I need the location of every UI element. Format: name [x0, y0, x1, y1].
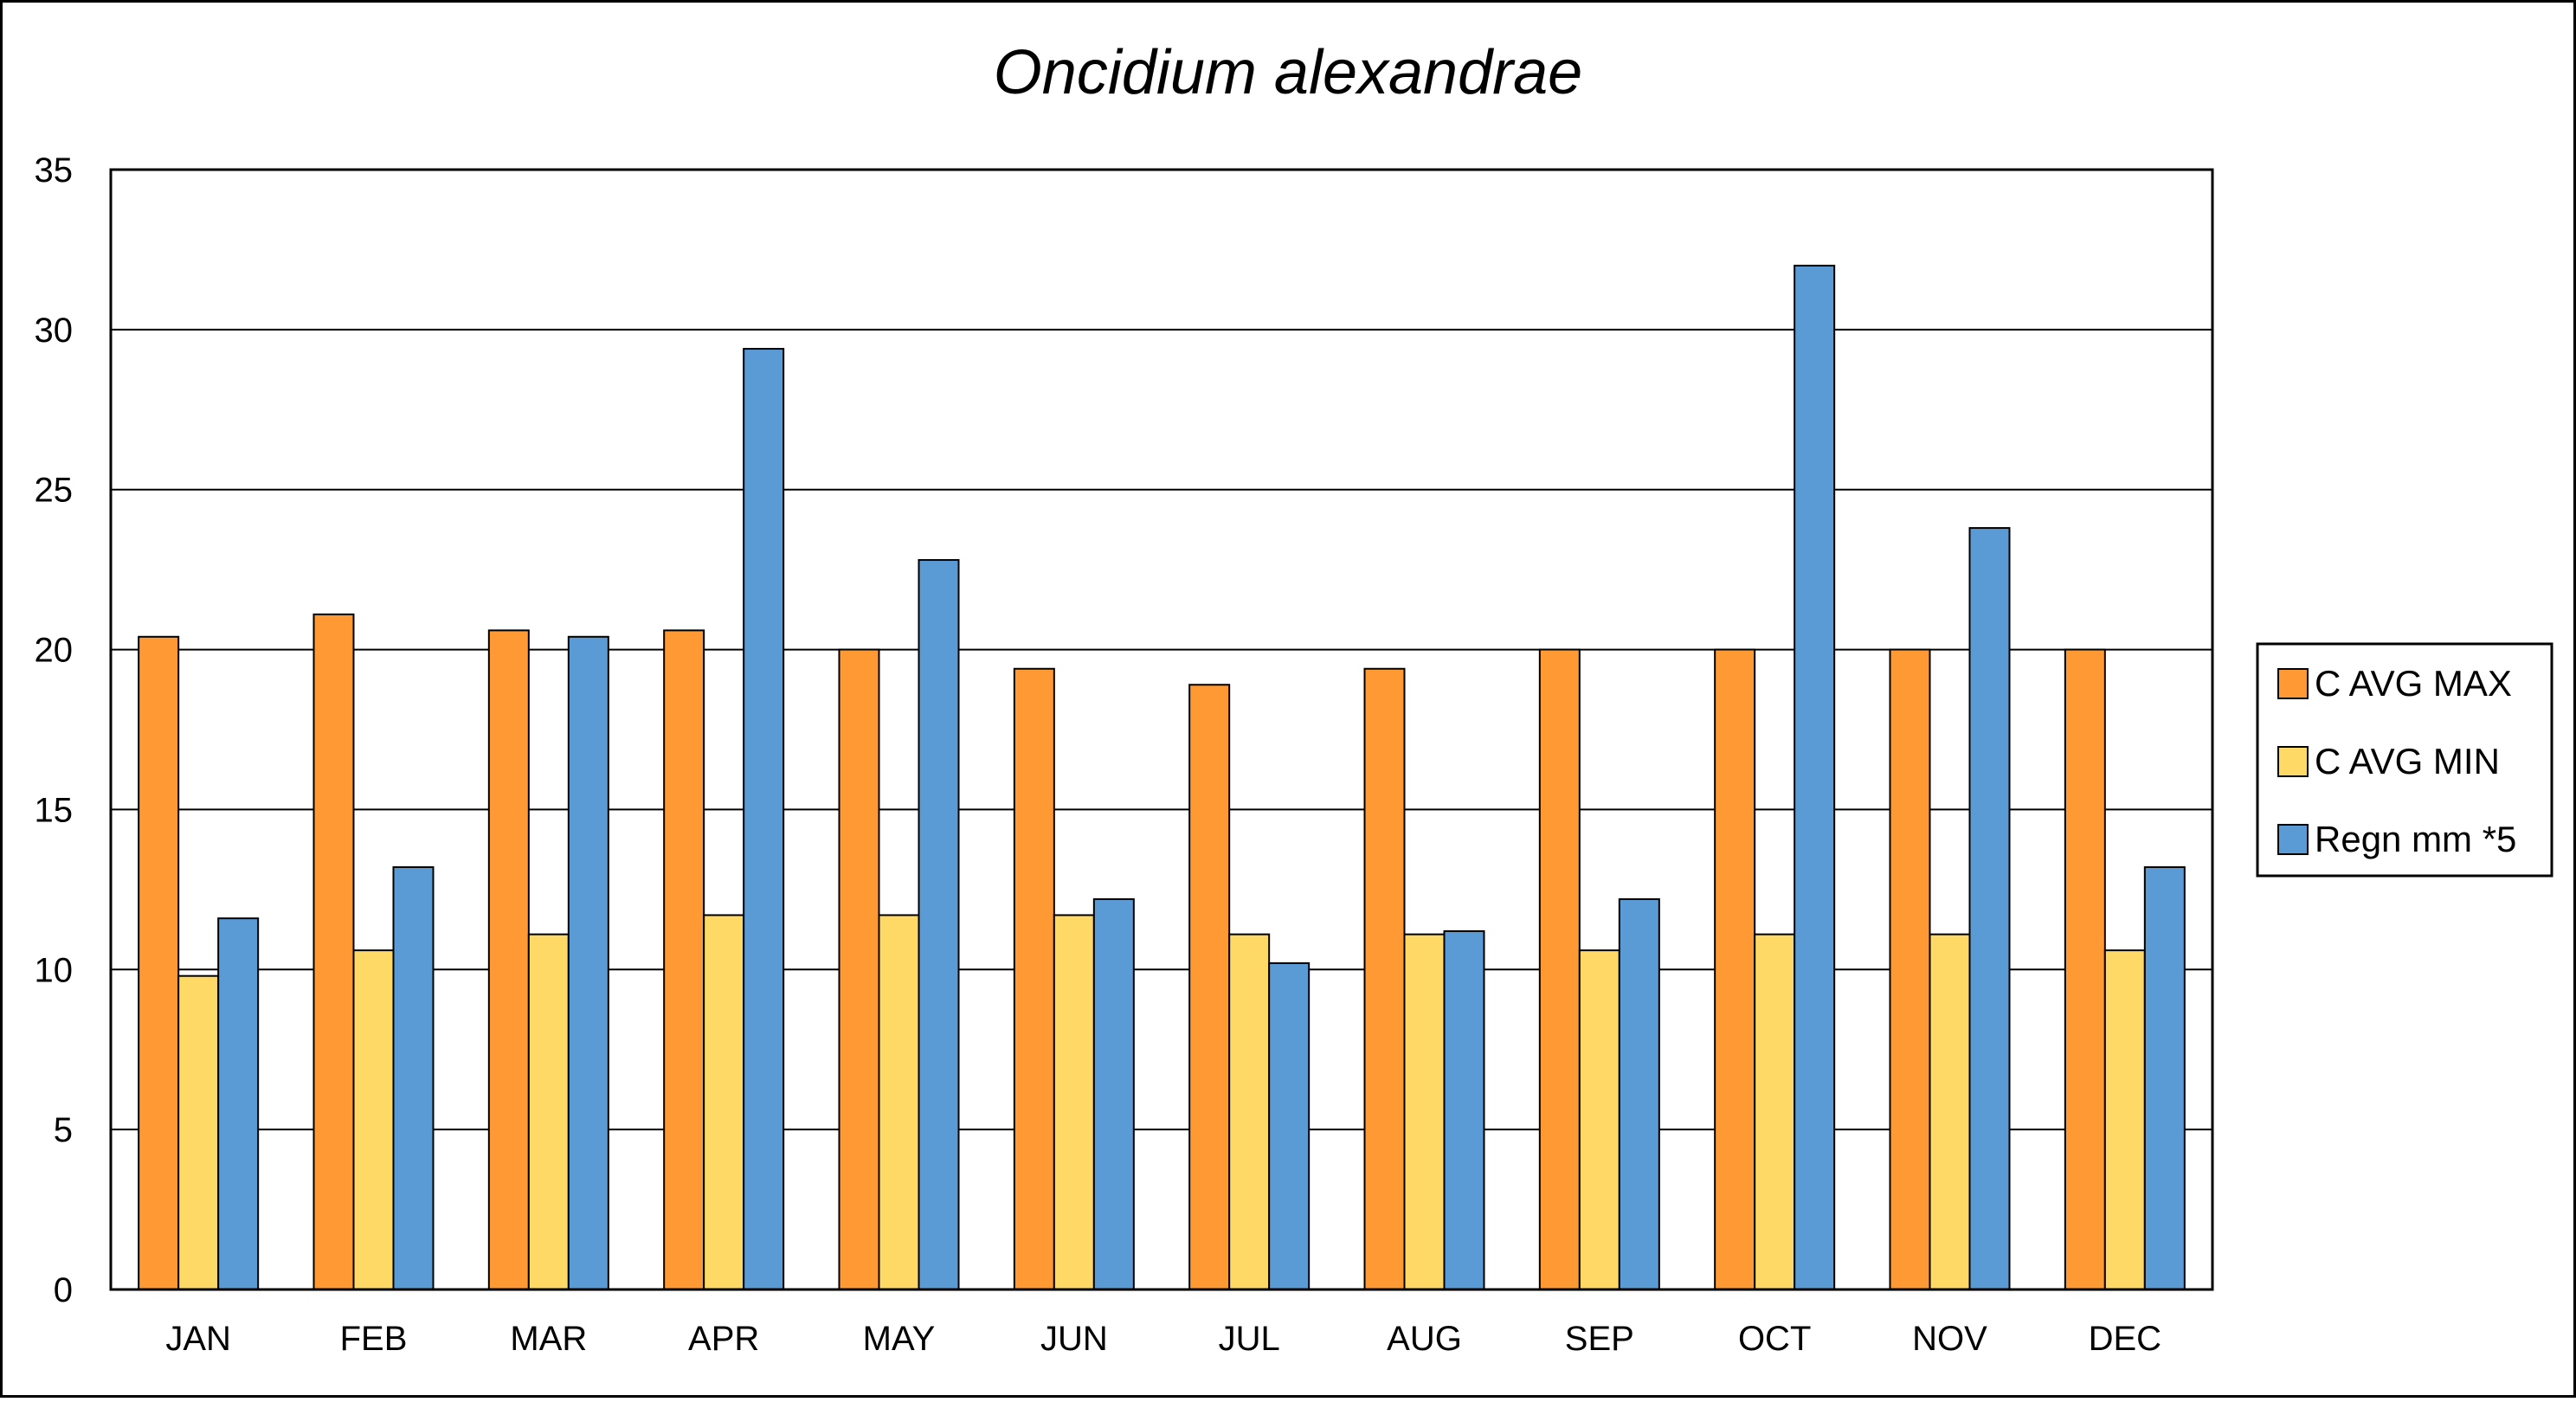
x-tick-label: MAY	[863, 1320, 936, 1358]
y-tick-label: 30	[35, 312, 74, 350]
legend: C AVG MAX C AVG MIN Regn mm *5	[2256, 642, 2553, 878]
legend-swatch	[2277, 746, 2309, 777]
x-tick-label: JUL	[1219, 1320, 1280, 1358]
legend-label: C AVG MAX	[2315, 663, 2512, 704]
bar-c-avg-min-oct	[1754, 933, 1796, 1291]
x-tick-label: NOV	[1912, 1320, 1987, 1358]
bar-regn-mm-5-jan	[217, 917, 260, 1291]
bar-c-avg-min-may	[878, 914, 920, 1291]
legend-label: Regn mm *5	[2315, 819, 2516, 859]
y-tick-label: 15	[35, 791, 74, 829]
gridlines	[111, 328, 2212, 1131]
bar-c-avg-max-may	[838, 648, 880, 1290]
bar-regn-mm-5-dec	[2143, 865, 2186, 1291]
x-tick-label: FEB	[340, 1320, 408, 1358]
bar-c-avg-max-feb	[312, 613, 355, 1290]
y-tick-label: 5	[54, 1111, 73, 1149]
x-axis-tick-labels: JAN FEB MAR APR MAY JUN JUL AUG SEP OCT NOV DEC	[165, 1320, 2161, 1358]
bar-regn-mm-5-jun	[1092, 897, 1135, 1291]
bar-c-avg-min-aug	[1403, 933, 1446, 1291]
bar-c-avg-max-jun	[1013, 667, 1055, 1290]
bar-c-avg-max-oct	[1714, 648, 1756, 1290]
x-tick-label: OCT	[1738, 1320, 1811, 1358]
plot-area-border	[109, 168, 2214, 1291]
y-tick-label: 20	[35, 632, 74, 670]
bar-regn-mm-5-jul	[1268, 961, 1311, 1291]
legend-label: C AVG MIN	[2315, 741, 2500, 781]
y-tick-label: 35	[35, 151, 74, 190]
y-tick-label: 0	[54, 1271, 73, 1309]
bar-c-avg-min-dec	[2103, 949, 2146, 1291]
x-tick-label: JUN	[1040, 1320, 1108, 1358]
legend-swatch	[2277, 824, 2309, 855]
bar-c-avg-min-jan	[177, 974, 220, 1291]
x-tick-label: JAN	[165, 1320, 231, 1358]
bar-c-avg-min-mar	[527, 933, 570, 1291]
bar-c-avg-min-feb	[352, 949, 395, 1291]
bar-c-avg-max-apr	[663, 629, 705, 1290]
x-tick-label: APR	[688, 1320, 759, 1358]
bar-c-avg-max-dec	[2064, 648, 2106, 1290]
bar-regn-mm-5-feb	[392, 865, 435, 1291]
bar-regn-mm-5-mar	[567, 635, 609, 1290]
bar-c-avg-min-apr	[703, 914, 745, 1291]
legend-swatch	[2277, 668, 2309, 699]
bar-c-avg-max-mar	[487, 629, 530, 1290]
bar-regn-mm-5-aug	[1443, 929, 1485, 1291]
bars	[138, 264, 2186, 1291]
x-tick-label: MAR	[510, 1320, 587, 1358]
bar-c-avg-min-jun	[1053, 914, 1095, 1291]
bar-regn-mm-5-nov	[1968, 527, 2011, 1290]
bar-c-avg-min-nov	[1929, 933, 1971, 1291]
bar-c-avg-max-aug	[1363, 667, 1406, 1290]
bar-regn-mm-5-oct	[1794, 264, 1836, 1290]
bar-c-avg-max-nov	[1889, 648, 1931, 1290]
bar-regn-mm-5-sep	[1618, 897, 1660, 1291]
bar-regn-mm-5-may	[918, 559, 960, 1290]
bar-c-avg-max-jan	[138, 635, 180, 1290]
bar-c-avg-min-jul	[1228, 933, 1271, 1291]
bar-c-avg-max-sep	[1538, 648, 1581, 1290]
bar-regn-mm-5-apr	[743, 348, 785, 1290]
x-tick-label: SEP	[1565, 1320, 1634, 1358]
bar-c-avg-min-sep	[1578, 949, 1620, 1291]
bar-c-avg-max-jul	[1188, 684, 1231, 1290]
x-tick-label: DEC	[2089, 1320, 2161, 1358]
y-tick-label: 25	[35, 472, 74, 510]
y-tick-label: 10	[35, 951, 74, 989]
y-axis-tick-labels: 0 5 10 15 20 25 30 35	[35, 151, 74, 1309]
x-tick-label: AUG	[1387, 1320, 1462, 1358]
chart-title: Oncidium alexandrae	[994, 38, 1582, 107]
